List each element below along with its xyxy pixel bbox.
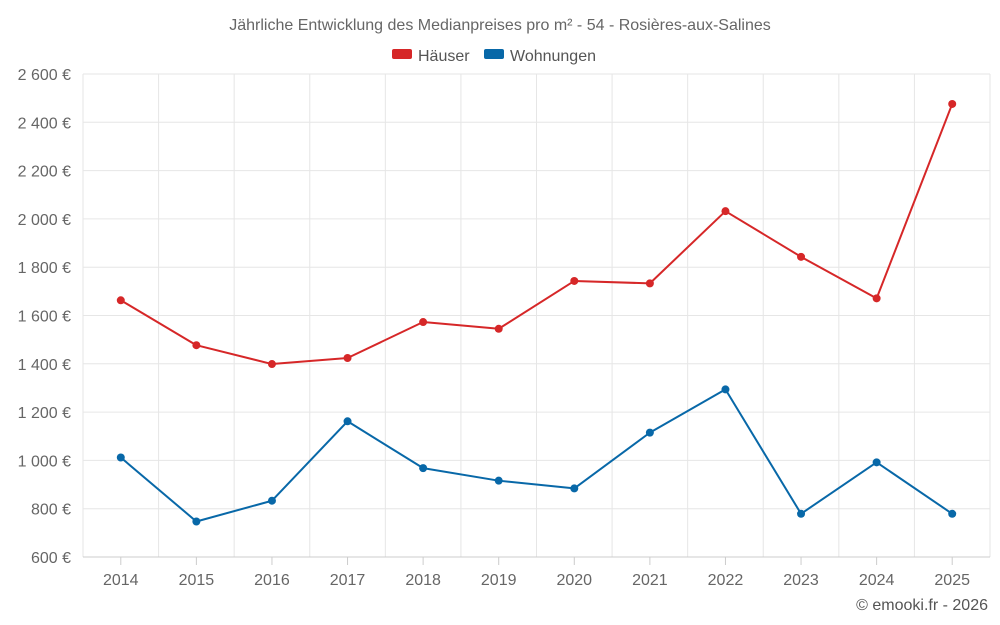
x-tick-label: 2020 [556,572,592,589]
grid [82,73,991,558]
data-point[interactable] [419,464,428,473]
legend-label[interactable]: Häuser [418,48,470,65]
data-point[interactable] [645,428,654,437]
y-tick-label: 1 200 € [18,405,71,422]
data-point[interactable] [721,207,730,216]
data-point[interactable] [797,252,806,261]
x-tick-label: 2025 [934,572,970,589]
y-tick-label: 2 000 € [18,212,71,229]
data-point[interactable] [267,496,276,505]
data-point[interactable] [948,509,957,518]
x-tick-label: 2024 [859,572,895,589]
data-point[interactable] [192,517,201,526]
legend-label[interactable]: Wohnungen [510,48,596,65]
legend: Häuser Wohnungen [392,48,596,65]
y-tick-label: 1 000 € [18,453,71,470]
x-tick-label: 2018 [405,572,441,589]
series-line-haeuser [120,103,954,366]
chart-title: Jährliche Entwicklung des Medianpreises … [229,17,771,34]
x-tick-label: 2016 [254,572,290,589]
data-point[interactable] [797,509,806,518]
data-point[interactable] [267,360,276,369]
legend-swatch [392,49,412,59]
y-tick-label: 2 600 € [18,67,71,84]
y-tick-label: 1 400 € [18,357,71,374]
data-point[interactable] [645,279,654,288]
series-layer [116,99,957,526]
data-point[interactable] [948,99,957,108]
x-tick-label: 2015 [179,572,215,589]
x-tick-label: 2017 [330,572,366,589]
data-point[interactable] [494,324,503,333]
y-tick-label: 1 800 € [18,260,71,277]
y-tick-label: 2 400 € [18,115,71,132]
x-tick-label: 2021 [632,572,668,589]
y-tick-label: 800 € [31,502,71,519]
data-point[interactable] [419,318,428,327]
data-point[interactable] [872,458,881,467]
x-tick-label: 2023 [783,572,819,589]
data-point[interactable] [116,296,125,305]
data-point[interactable] [494,476,503,485]
data-point[interactable] [343,354,352,363]
data-point[interactable] [570,484,579,493]
data-point[interactable] [343,417,352,426]
x-tick-label: 2022 [708,572,744,589]
y-tick-label: 2 200 € [18,164,71,181]
data-point[interactable] [721,385,730,394]
legend-swatch [484,49,504,59]
x-tick-label: 2019 [481,572,517,589]
y-tick-label: 600 € [31,550,71,567]
data-point[interactable] [872,294,881,303]
axes: 600 € 800 € 1 000 € 1 200 € 1 400 € 1 600 € 1 … [18,67,990,589]
x-tick-label: 2014 [103,572,139,589]
data-point[interactable] [116,453,125,462]
series-line-wohnungen [120,388,953,523]
y-tick-label: 1 600 € [18,309,71,326]
chart-credit: © emooki.fr - 2026 [856,597,988,614]
data-point[interactable] [570,276,579,285]
data-point[interactable] [192,341,201,350]
